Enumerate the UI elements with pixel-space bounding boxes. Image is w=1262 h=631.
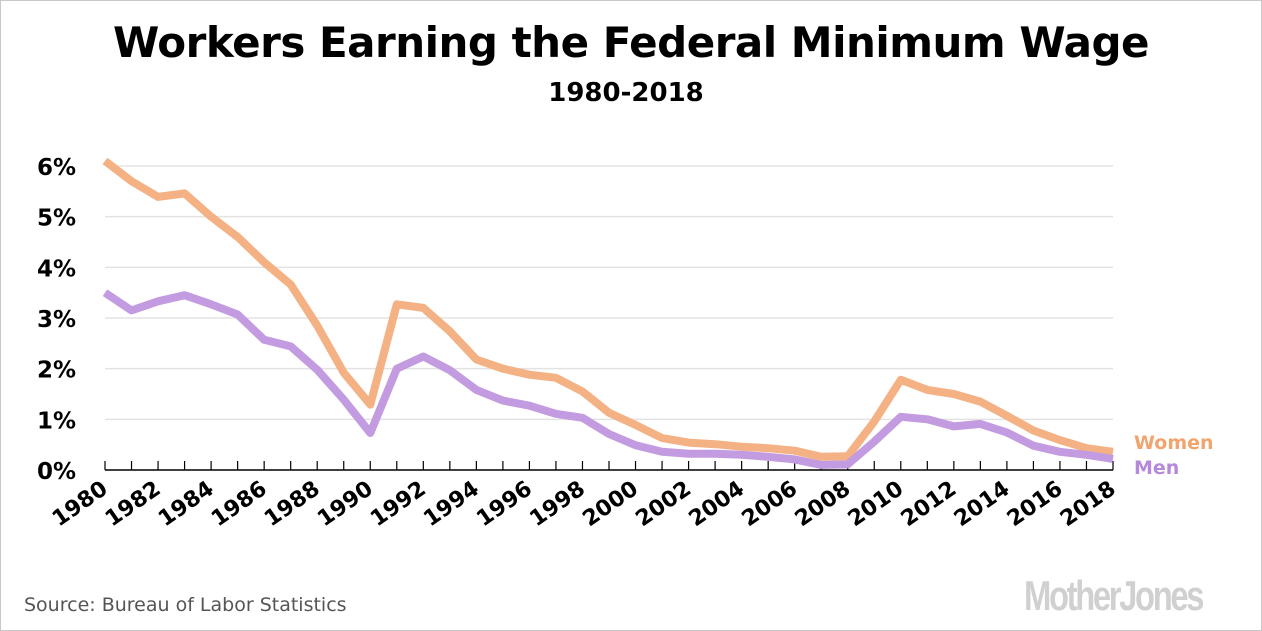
x-tick-label: 1994 <box>419 476 483 532</box>
legend-label-women: Women <box>1134 432 1214 454</box>
x-tick-label: 1998 <box>525 476 589 532</box>
x-tick-label: 1996 <box>472 476 536 532</box>
y-tick-label: 1% <box>37 408 76 434</box>
x-axis <box>104 461 1114 471</box>
y-tick-label: 2% <box>37 358 76 384</box>
x-tick-label: 1982 <box>101 476 165 532</box>
x-tick-label: 1984 <box>154 476 218 532</box>
x-tick-label: 2008 <box>791 476 855 532</box>
x-tick-label: 1988 <box>260 476 324 532</box>
x-tick-label: 1990 <box>313 476 377 532</box>
series-line-women <box>102 157 1114 461</box>
legend-label-men: Men <box>1134 457 1179 479</box>
chart-subtitle: 1980-2018 <box>548 78 704 108</box>
x-tick-label: 2018 <box>1056 476 1120 532</box>
legend: Women Men <box>1134 432 1214 479</box>
y-tick-label: 4% <box>37 256 76 282</box>
series-lines <box>102 157 1114 469</box>
y-tick-label: 5% <box>37 206 76 232</box>
x-tick-label: 2000 <box>578 476 642 532</box>
x-tick-label: 2004 <box>685 476 749 532</box>
gridlines <box>105 165 1113 421</box>
y-tick-label: 3% <box>37 307 76 333</box>
x-tick-label: 2012 <box>897 476 961 532</box>
x-tick-label: 1992 <box>366 476 430 532</box>
x-tick-label: 2016 <box>1003 476 1067 532</box>
mother-jones-logo: MotherJones <box>1024 572 1204 619</box>
x-tick-label: 2002 <box>632 476 696 532</box>
x-tick-label: 2010 <box>844 476 908 532</box>
x-tick-label: 2014 <box>950 476 1014 532</box>
y-tick-label: 6% <box>37 155 76 181</box>
x-tick-label: 1986 <box>207 476 271 532</box>
y-axis-tick-labels: 0% 1% 2% 3% 4% 5% 6% <box>37 155 76 485</box>
x-axis-tick-labels: 1980198219841986198819901992199419961998… <box>48 476 1120 532</box>
chart-title: Workers Earning the Federal Minimum Wage <box>112 18 1150 67</box>
source-note: Source: Bureau of Labor Statistics <box>24 594 347 616</box>
series-line-men <box>102 289 1114 469</box>
y-tick-label: 0% <box>37 459 76 485</box>
x-tick-label: 2006 <box>738 476 802 532</box>
